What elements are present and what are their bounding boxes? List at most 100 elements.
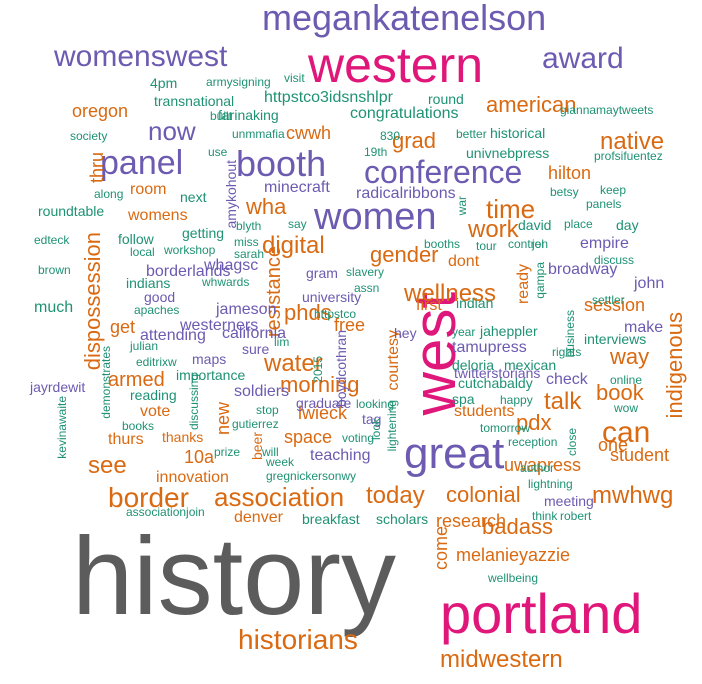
word-twitterstorians: twitterstorians [454, 365, 541, 381]
word-control: control [508, 237, 545, 251]
word-gender: gender [370, 242, 439, 267]
word-womens: womens [128, 207, 188, 224]
word-oregon: oregon [72, 101, 129, 121]
word-associationjoin: associationjoin [126, 505, 205, 519]
word-thurs: thurs [108, 431, 144, 448]
word-david: david [518, 217, 552, 233]
word-httpstco3idsnshlpr: httpstco3idsnshlpr [264, 89, 393, 106]
word-gram: gram [306, 265, 338, 281]
word-importance: importance [176, 367, 246, 383]
word-whwards: whwards [202, 275, 250, 289]
word-settler: settler [592, 293, 625, 307]
word-tamupress: tamupress [452, 339, 527, 356]
word-booth: booth [236, 143, 327, 184]
word-today: today [366, 482, 425, 509]
word-built: built [210, 109, 233, 123]
word-sure: sure [242, 341, 270, 357]
word-use: use [208, 145, 228, 159]
word-hey: hey [394, 325, 417, 341]
word-gregnickersonwy: gregnickersonwy [266, 469, 357, 483]
word-dont: dont [448, 253, 480, 270]
word-vote: vote [140, 403, 171, 420]
word-way: way [610, 344, 650, 369]
word-melanieyazzie: melanieyazzie [456, 545, 571, 565]
word-graduate: graduate [296, 395, 352, 411]
word-whagsc: whagsc [204, 257, 259, 274]
word-discuss: discuss [594, 253, 635, 267]
word-maps: maps [192, 351, 227, 367]
word-830: 830 [380, 129, 401, 143]
word-interviews: interviews [584, 331, 647, 347]
word-grad: grad [392, 128, 437, 153]
word-indian: indian [456, 295, 494, 311]
word-4pm: 4pm [150, 75, 178, 91]
word-demonstrates: demonstrates [99, 346, 113, 419]
word-keep: keep [600, 183, 627, 197]
word-megankatenelson: megankatenelson [262, 0, 547, 38]
word-workshop: workshop [164, 243, 216, 257]
word-apaches: apaches [134, 303, 180, 317]
word-better: better [456, 127, 487, 141]
word-voting: voting [342, 431, 375, 445]
word-lightning: lightning [528, 477, 573, 491]
word-attending: attending [140, 327, 206, 344]
word-pdx: pdx [516, 410, 552, 435]
word-cwwh: cwwh [286, 123, 332, 143]
word-one: one [598, 435, 629, 455]
word-congratulations: congratulations [350, 105, 459, 122]
word-along: along [94, 187, 124, 201]
word-see: see [88, 452, 127, 479]
word-prize: prize [214, 445, 241, 459]
word-mwhwg: mwhwg [592, 482, 674, 509]
word-borderlands: borderlands [146, 263, 231, 280]
word-getting: getting [182, 225, 225, 241]
word-local: local [130, 245, 155, 259]
word-history: history [72, 515, 396, 638]
word-univnebpress: univnebpress [466, 145, 550, 161]
word-year: year [452, 325, 476, 339]
word-western: western [308, 37, 484, 93]
word-author: author [520, 461, 555, 475]
word-book: book [596, 380, 644, 405]
word-colonial: colonial [446, 482, 521, 507]
word-ready: ready [515, 264, 532, 305]
word-qampa: qampa [533, 262, 547, 299]
word-mexican: mexican [504, 357, 557, 373]
word-miss: miss [234, 235, 259, 249]
word-thanks: thanks [162, 429, 204, 445]
word-award: award [542, 42, 624, 75]
word-reception: reception [508, 435, 558, 449]
word-robert: robert [560, 509, 592, 523]
word-wellness: wellness [404, 280, 497, 307]
word-broadway: broadway [548, 261, 618, 278]
word-good: good [144, 289, 176, 305]
word-blyth: blyth [236, 219, 262, 233]
word-lim: lim [274, 335, 290, 349]
word-morning: morning [280, 372, 360, 397]
word-work: work [468, 216, 519, 243]
word-say: say [288, 217, 307, 231]
word-radicalribbons: radicalribbons [356, 185, 456, 202]
word-spa: spa [452, 391, 475, 407]
word-talk: talk [544, 388, 582, 415]
word-new: new [213, 402, 233, 436]
word-think: think [532, 509, 558, 523]
word-native: native [600, 128, 665, 155]
word-womenswest: womenswest [54, 40, 228, 73]
word-discussing: discussing [187, 374, 201, 431]
word-come: come [431, 526, 451, 571]
word-profsifuentez: profsifuentez [594, 149, 663, 163]
word-will: will [262, 445, 279, 459]
word-space: space [284, 427, 333, 447]
word-looking: looking [356, 397, 395, 411]
word-cutchabaldy: cutchabaldy [458, 375, 533, 391]
word-westerners: westerners [180, 317, 259, 334]
word-check: check [546, 371, 588, 388]
word-badass: badass [482, 514, 553, 539]
word-lightening: lightening [385, 400, 399, 452]
word-can: can [602, 416, 651, 449]
word-american: american [486, 92, 577, 117]
word-deloria: deloria [452, 357, 495, 373]
word-roundtable: roundtable [38, 203, 105, 219]
